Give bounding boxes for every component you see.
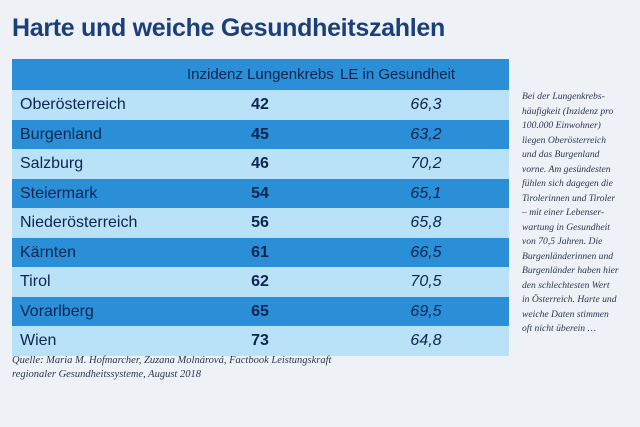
- sidebar-line: weiche Daten stimmen: [522, 308, 609, 320]
- sidebar-text: Bei der Lungenkrebs-häufigkeit (Inzidenz…: [522, 90, 634, 337]
- page-title: Harte und weiche Gesundheitszahlen: [12, 14, 445, 42]
- incidence-value: 65: [251, 302, 269, 320]
- incidence-value: 62: [251, 273, 269, 290]
- sidebar-line: 100.000 Einwohner): [522, 120, 601, 131]
- sidebar-line: Bei der Lungenkrebs-: [522, 91, 605, 102]
- sidebar-line: vorne. Am gesündesten: [522, 163, 611, 175]
- incidence-value: 61: [251, 243, 269, 261]
- sidebar-line: liegen Oberösterreich: [522, 134, 607, 146]
- table-row: Steiermark 54 65,1: [12, 178, 509, 209]
- table-row: Kärnten 61 66,5: [12, 237, 509, 268]
- header-incidence: Inzidenz Lungenkrebs: [187, 66, 334, 83]
- region-name: Tirol: [20, 273, 51, 290]
- table-row: Burgenland 45 63,2: [12, 119, 509, 150]
- table-row: Niederösterreich 56 65,8: [12, 208, 509, 238]
- region-name: Salzburg: [20, 155, 84, 172]
- table-row: Vorarlberg 65 69,5: [12, 296, 509, 327]
- region-name: Niederösterreich: [20, 214, 138, 231]
- table-row: Wien 73 64,8: [12, 326, 509, 356]
- table-row: Tirol 62 70,5: [12, 267, 509, 297]
- incidence-value: 56: [251, 214, 269, 231]
- sidebar-line: fühlen sich dagegen die: [522, 178, 613, 189]
- table-row: Salzburg 46 70,2: [12, 149, 509, 179]
- region-name: Burgenland: [20, 125, 102, 143]
- sidebar-line: in Österreich. Harte und: [522, 294, 617, 305]
- sidebar-line: von 70,5 Jahren. Die: [522, 236, 603, 247]
- data-table: Inzidenz Lungenkrebs LE in Gesundheit Ob…: [12, 59, 509, 356]
- sidebar-line: und das Burgenland: [522, 149, 600, 160]
- sidebar-line: wartung in Gesundheit: [522, 221, 610, 233]
- header-life-expectancy: LE in Gesundheit: [340, 66, 456, 83]
- incidence-value: 73: [251, 332, 269, 349]
- source-note: Quelle: Maria M. Hofmarcher, Zuzana Moln…: [12, 354, 372, 382]
- region-name: Wien: [20, 332, 57, 349]
- sidebar-line: – mit einer Lebenser-: [522, 207, 605, 218]
- le-value: 69,5: [410, 302, 442, 320]
- incidence-value: 54: [251, 184, 269, 202]
- table-row: Oberösterreich 42 66,3: [12, 90, 509, 120]
- source-line: Quelle: Maria M. Hofmarcher, Zuzana Moln…: [12, 355, 332, 366]
- le-value: 64,8: [410, 332, 442, 349]
- le-value: 70,2: [410, 155, 442, 172]
- source-line: regionaler Gesundheitssysteme, August 20…: [12, 369, 201, 380]
- le-value: 66,3: [410, 96, 442, 113]
- incidence-value: 42: [251, 96, 269, 113]
- region-name: Kärnten: [20, 243, 77, 261]
- sidebar-line: Tirolerinnen und Tiroler: [522, 192, 616, 204]
- le-value: 70,5: [410, 273, 442, 290]
- le-value: 63,2: [410, 125, 442, 143]
- le-value: 65,1: [410, 184, 442, 202]
- sidebar-line: Burgenländerinnen und: [522, 250, 614, 262]
- sidebar-line: den schlechtesten Wert: [522, 279, 610, 291]
- sidebar-line: Burgenländer haben hier: [522, 265, 619, 276]
- region-name: Oberösterreich: [20, 96, 126, 113]
- table-header: Inzidenz Lungenkrebs LE in Gesundheit: [12, 59, 509, 90]
- sidebar-line: oft nicht überein …: [522, 323, 596, 334]
- region-name: Vorarlberg: [20, 302, 94, 320]
- incidence-value: 46: [251, 155, 269, 172]
- region-name: Steiermark: [20, 184, 98, 202]
- incidence-value: 45: [251, 125, 269, 143]
- le-value: 65,8: [410, 214, 442, 231]
- sidebar-line: häufigkeit (Inzidenz pro: [522, 105, 614, 117]
- le-value: 66,5: [410, 243, 442, 261]
